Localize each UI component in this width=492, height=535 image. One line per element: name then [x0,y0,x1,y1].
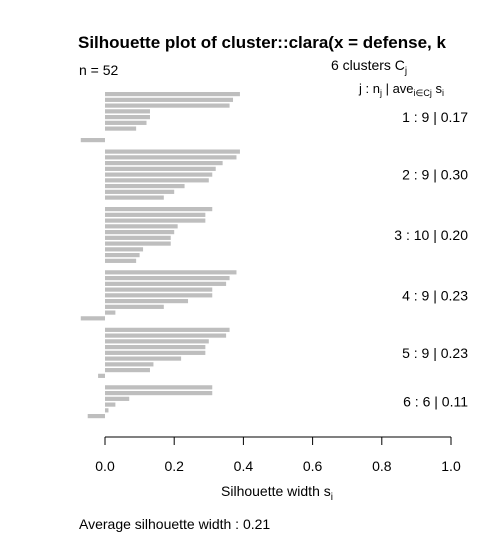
silhouette-bar [87,414,105,419]
silhouette-bar [105,155,237,160]
silhouette-bar [105,339,209,344]
silhouette-bar [105,120,147,125]
x-tick-label: 0.8 [372,458,392,474]
silhouette-bar [105,195,164,200]
columns-header-s: s [432,81,443,96]
clusters-header-sub: j [404,66,407,77]
silhouette-bar [105,235,171,240]
bars-group [80,92,240,419]
silhouette-bar [105,184,185,189]
silhouette-bar [105,345,206,350]
columns-header-j-sub: j [379,88,382,98]
silhouette-bar [105,253,140,258]
x-tick-label: 0.2 [164,458,184,474]
x-tick-label: 0.0 [95,458,115,474]
silhouette-bar [105,212,206,217]
columns-header: j : nj | avei∈Cj si [358,81,444,98]
x-axis-label-sub: i [331,492,333,503]
columns-header-s-sub: i [442,88,444,98]
silhouette-bar [105,396,130,401]
silhouette-bar [105,402,116,407]
silhouette-bar [105,172,213,177]
silhouette-bar [105,356,182,361]
silhouette-bar [105,310,116,315]
silhouette-bar [105,149,240,154]
silhouette-bar [105,109,150,114]
silhouette-bar [80,316,105,321]
clusters-header-text: 6 clusters C [331,57,405,73]
cluster-label: 3 : 10 | 0.20 [394,227,468,243]
chart-title: Silhouette plot of cluster::clara(x = de… [78,33,446,52]
cluster-label: 5 : 9 | 0.23 [402,345,468,361]
silhouette-bar [105,241,171,246]
silhouette-bar [105,299,189,304]
silhouette-bar [105,166,216,171]
columns-header-j: j : n [358,81,380,96]
silhouette-bar [105,224,178,229]
silhouette-bar [105,385,213,390]
silhouette-bar [105,161,223,166]
cluster-label: 6 : 6 | 0.11 [403,394,468,410]
x-axis: 0.0 0.2 0.4 0.6 0.8 1.0 [95,436,461,474]
silhouette-bar [105,408,109,413]
x-tick-label: 0.6 [303,458,323,474]
x-tick-label: 1.0 [441,458,461,474]
silhouette-bar [105,276,230,281]
silhouette-bar [105,207,213,212]
columns-header-ave: | ave [382,81,414,96]
silhouette-bar [105,327,230,332]
silhouette-bar [105,258,137,263]
silhouette-bar [105,92,240,97]
x-axis-label-text: Silhouette width s [221,483,331,499]
cluster-label: 4 : 9 | 0.23 [402,287,468,303]
silhouette-bar [105,189,175,194]
n-label: n = 52 [79,62,119,78]
silhouette-bar [105,391,213,396]
cluster-labels-group: 1 : 9 | 0.17 2 : 9 | 0.30 3 : 10 | 0.20 4 :… [394,109,468,410]
silhouette-bar [105,230,175,235]
silhouette-bar [105,333,227,338]
cluster-label: 2 : 9 | 0.30 [402,167,468,183]
silhouette-bar [80,138,105,143]
silhouette-bar [105,281,227,286]
columns-header-ave-sub: i∈Cj [414,88,432,98]
silhouette-bar [105,103,230,108]
silhouette-bar [105,218,206,223]
x-axis-label: Silhouette width si [221,483,333,503]
silhouette-bar [105,126,137,131]
silhouette-bar [105,362,154,367]
silhouette-bar [105,368,150,373]
silhouette-bar [105,178,209,183]
average-silhouette-width: Average silhouette width : 0.21 [79,516,270,532]
silhouette-bar [105,350,206,355]
x-tick-label: 0.4 [234,458,254,474]
silhouette-bar [105,247,144,252]
silhouette-bar [105,304,164,309]
clusters-header: 6 clusters Cj [331,57,407,77]
silhouette-bar [105,270,237,275]
cluster-label: 1 : 9 | 0.17 [402,109,468,125]
silhouette-bar [105,115,150,120]
silhouette-bar [105,293,213,298]
silhouette-bar [98,373,105,378]
silhouette-bar [105,287,213,292]
silhouette-bar [105,97,234,102]
